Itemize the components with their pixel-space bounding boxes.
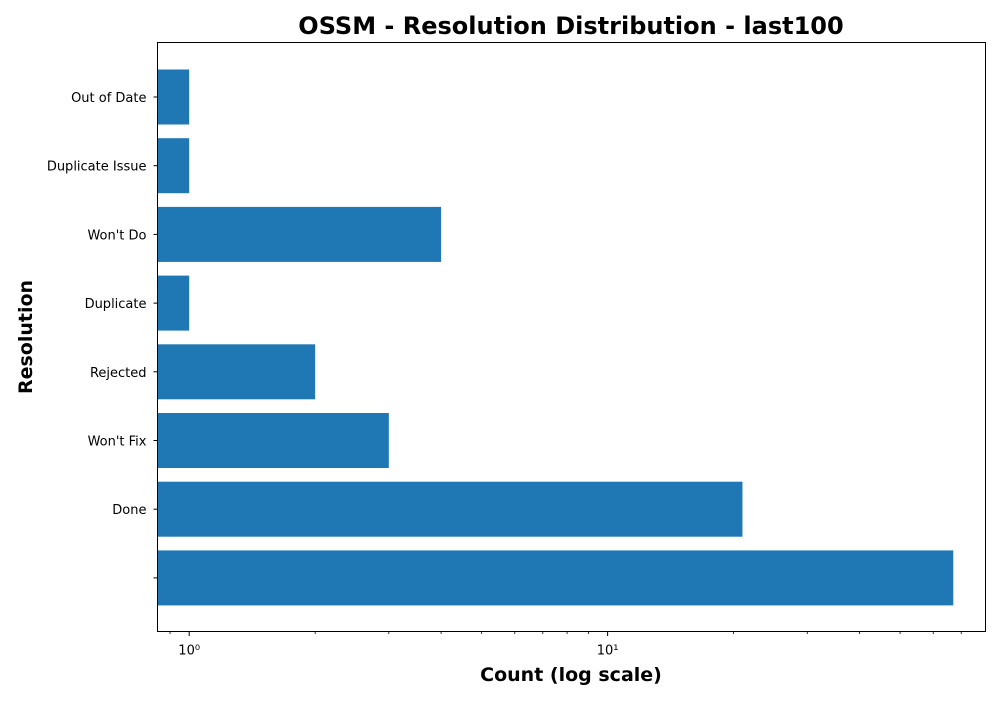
y-tick-label-1: Duplicate Issue [47,160,147,175]
y-tick-label-5: Won't Fix [88,435,147,450]
bars-layer [157,69,954,606]
y-tick-label-4: Rejected [90,366,147,381]
bar-2 [157,206,442,262]
bar-0 [157,69,190,125]
bar-4 [157,344,316,400]
chart-title: OSSM - Resolution Distribution - last100 [298,12,843,40]
y-axis: Out of Date Duplicate Issue Won't Do Duplic… [47,91,158,579]
bar-6 [157,481,743,537]
y-tick-label-0: Out of Date [71,91,146,106]
x-tick-label-1: 10¹ [597,644,619,659]
bar-1 [157,138,190,194]
y-tick-label-3: Duplicate [85,297,147,312]
bar-3 [157,275,190,331]
bar-5 [157,413,389,468]
x-axis: 10⁰ 10¹ [169,631,962,659]
bar-7 [157,550,954,606]
y-axis-label: Resolution [15,280,37,394]
plot-frame [157,42,986,632]
y-tick-label-6: Done [112,503,146,518]
x-tick-label-0: 10⁰ [178,644,200,659]
y-tick-label-2: Won't Do [87,228,146,243]
x-axis-label: Count (log scale) [480,664,662,686]
